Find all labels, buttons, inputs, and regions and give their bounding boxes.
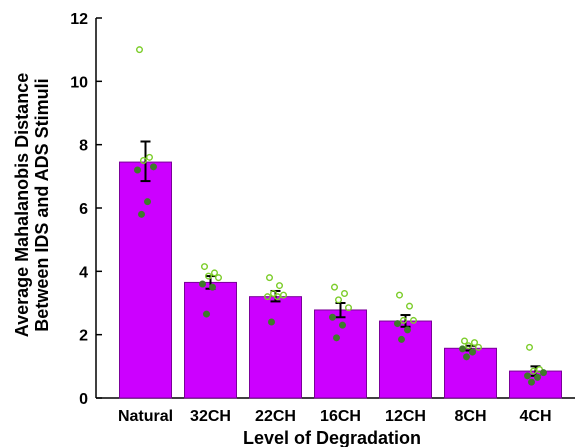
y-axis-title: Average Mahalanobis Distance Between IDS…: [12, 73, 52, 337]
data-point: [465, 342, 473, 350]
data-point: [214, 274, 222, 282]
data-point: [280, 291, 288, 299]
x-tick-label: Natural: [118, 408, 173, 425]
data-point: [139, 156, 147, 164]
y-tick-label: 4: [79, 264, 88, 281]
y-axis: 0 2 4 6 8 10 12: [70, 11, 102, 408]
x-tick-label: 16CH: [320, 408, 361, 425]
data-point: [202, 310, 210, 318]
x-tick-label: 8CH: [454, 408, 486, 425]
data-point: [463, 353, 471, 361]
data-point: [394, 320, 402, 328]
data-point: [530, 367, 538, 375]
error-bar: [140, 140, 151, 183]
y-tick-label: 2: [79, 328, 88, 345]
data-point: [459, 345, 467, 353]
bar-natural: [119, 161, 172, 399]
data-point: [274, 293, 282, 301]
data-point: [266, 274, 274, 282]
data-point: [204, 272, 212, 280]
data-point: [475, 343, 483, 351]
data-point: [200, 263, 208, 271]
data-point: [469, 348, 477, 356]
data-point: [276, 282, 284, 290]
data-point: [335, 296, 343, 304]
data-point: [149, 163, 157, 171]
data-point: [345, 304, 353, 312]
data-point: [461, 337, 469, 345]
data-point: [400, 316, 408, 324]
x-tick-label: 22CH: [255, 408, 296, 425]
y-tick-label: 10: [70, 74, 88, 91]
data-point: [329, 313, 337, 321]
bar-8ch: [444, 347, 497, 399]
y-axis-title-line-2: Between IDS and ADS Stimuli: [32, 78, 52, 331]
bar-32ch: [184, 281, 237, 399]
bar-22ch: [249, 296, 302, 399]
bars: [119, 161, 562, 399]
data-point: [208, 283, 216, 291]
y-tick-label: 8: [79, 138, 88, 155]
data-point: [137, 210, 145, 218]
x-tick-label: 32CH: [190, 408, 231, 425]
data-point: [396, 291, 404, 299]
data-point: [133, 166, 141, 174]
data-point: [198, 280, 206, 288]
data-point: [524, 372, 532, 380]
data-point: [143, 198, 151, 206]
data-point: [471, 339, 479, 347]
data-point: [339, 321, 347, 329]
data-point: [333, 334, 341, 342]
data-point: [540, 369, 548, 377]
data-point: [331, 283, 339, 291]
data-point: [264, 293, 272, 301]
data-point: [410, 316, 418, 324]
data-point: [406, 302, 414, 310]
x-axis-title: Level of Degradation: [243, 428, 421, 447]
data-point: [398, 335, 406, 343]
data-point: [145, 153, 153, 161]
x-tick-label: 4CH: [519, 408, 551, 425]
data-point: [404, 326, 412, 334]
data-point: [528, 378, 536, 386]
x-axis: Natural 32CH 22CH 16CH 12CH 8CH 4CH: [96, 397, 575, 425]
x-tick-label: 12CH: [385, 408, 426, 425]
data-points: [133, 46, 548, 386]
data-point: [210, 269, 218, 277]
y-axis-title-line-1: Average Mahalanobis Distance: [12, 73, 32, 337]
data-point: [135, 46, 143, 54]
y-tick-label: 12: [70, 11, 88, 28]
bar-12ch: [379, 320, 432, 399]
y-tick-label: 6: [79, 201, 88, 218]
data-point: [268, 318, 276, 326]
data-point: [341, 290, 349, 298]
data-point: [526, 343, 534, 351]
y-tick-label: 0: [79, 391, 88, 408]
data-point: [534, 373, 542, 381]
